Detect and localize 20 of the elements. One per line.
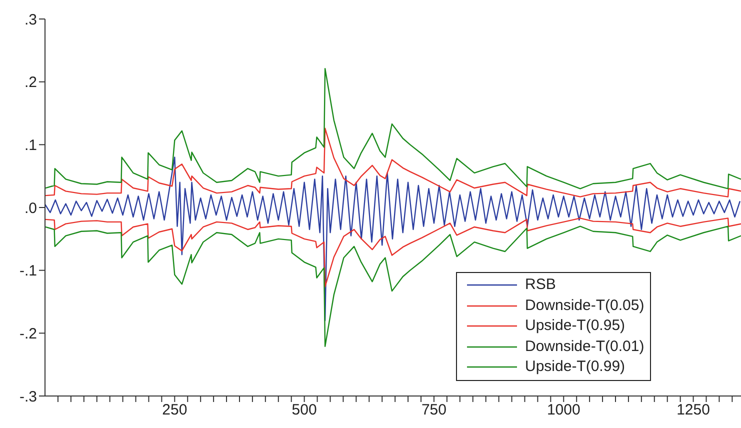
line-series <box>45 68 741 190</box>
y-tick-label: .2 <box>24 74 37 92</box>
y-tick-label: .3 <box>24 11 37 28</box>
x-tick-label: 250 <box>162 402 188 419</box>
y-tick-label: -.2 <box>19 325 37 342</box>
legend-label: RSB <box>525 275 556 295</box>
x-tick-label: 500 <box>292 402 317 419</box>
y-tick-label: .1 <box>24 136 37 154</box>
line-series <box>45 128 741 198</box>
x-tick-label: 1000 <box>546 402 580 419</box>
legend-label: Upside-T(0.99) <box>525 357 626 377</box>
line-series <box>45 218 741 288</box>
legend-label: Upside-T(0.95) <box>525 316 626 336</box>
legend-label: Downside-T(0.01) <box>525 336 644 356</box>
x-tick-label: 750 <box>421 402 446 419</box>
x-tick-label: 1250 <box>676 402 710 419</box>
y-tick-label: .0 <box>24 200 37 217</box>
y-tick-label: -.1 <box>19 262 37 280</box>
y-tick-label: -.3 <box>19 388 37 406</box>
legend-label: Downside-T(0.05) <box>525 296 644 316</box>
